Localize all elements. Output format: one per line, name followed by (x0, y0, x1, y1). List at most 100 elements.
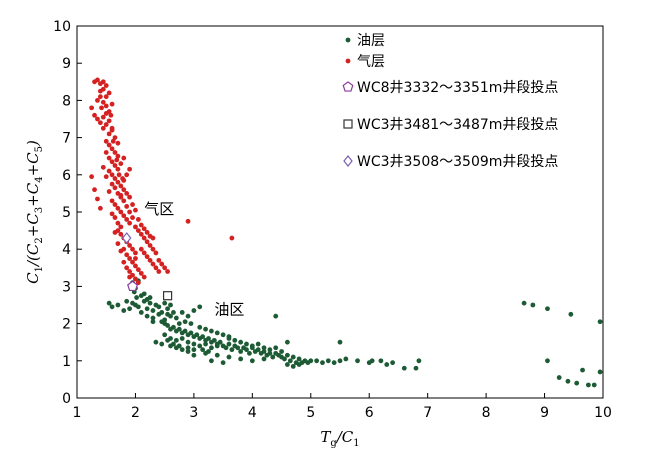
data-point (106, 118, 112, 124)
data-point (203, 326, 208, 332)
data-point (103, 174, 109, 180)
data-point (325, 358, 331, 364)
data-point (171, 310, 176, 315)
data-point (109, 172, 115, 178)
data-point (147, 295, 153, 300)
data-point (165, 306, 170, 312)
data-point (109, 211, 115, 217)
data-point (285, 362, 290, 367)
y-tick-label: 2 (62, 317, 71, 333)
data-point (130, 246, 135, 252)
legend-entry-1: 气层 (345, 54, 385, 70)
data-point (249, 343, 255, 349)
data-point (176, 326, 182, 332)
data-point (273, 345, 279, 351)
data-point (115, 140, 121, 146)
x-tick-label: 9 (540, 405, 549, 421)
data-point (285, 339, 290, 345)
data-point (545, 358, 550, 364)
data-point (214, 330, 220, 336)
x-tick-label: 2 (131, 405, 140, 421)
y-tick-label: 8 (62, 93, 71, 109)
data-point (200, 334, 206, 340)
data-point (118, 224, 124, 230)
data-point (121, 213, 127, 219)
data-point (109, 304, 115, 310)
data-point (109, 101, 115, 107)
data-point (378, 358, 384, 364)
data-point (162, 300, 168, 306)
data-point (176, 321, 182, 326)
data-point (115, 179, 121, 185)
data-point (109, 181, 115, 187)
data-point (182, 328, 188, 334)
y-tick-label: 10 (53, 19, 71, 35)
data-point (153, 250, 159, 256)
legend-label: 油层 (357, 33, 385, 49)
data-point (226, 341, 232, 347)
data-point (106, 90, 112, 96)
data-point (108, 112, 114, 118)
data-point (150, 235, 156, 241)
y-tick-label: 9 (62, 56, 71, 72)
series-4 (121, 232, 132, 245)
data-point (100, 99, 106, 105)
data-point (106, 189, 112, 194)
legend-marker (343, 155, 353, 167)
legend-marker (343, 119, 353, 129)
x-axis-ticks: 1 2 3 4 5 6 7 8 9 10 (73, 393, 612, 421)
y-tick-label: 1 (62, 354, 71, 370)
data-point (89, 105, 95, 111)
data-point (185, 313, 191, 319)
data-point (150, 246, 156, 252)
data-point (141, 226, 147, 232)
data-point (337, 358, 343, 364)
data-point (103, 111, 109, 116)
x-tick-label: 4 (248, 405, 257, 421)
data-point (118, 161, 124, 167)
data-point (127, 166, 132, 172)
data-point (267, 347, 273, 353)
data-point (103, 138, 109, 144)
data-point (162, 265, 168, 271)
data-point (209, 358, 214, 364)
data-point (229, 235, 235, 241)
data-point (118, 183, 124, 189)
data-point (168, 302, 173, 308)
data-point (115, 241, 121, 247)
data-point (545, 306, 550, 312)
data-point (124, 191, 130, 196)
data-point (133, 224, 138, 230)
data-point (135, 304, 141, 310)
data-point (282, 356, 287, 362)
data-point (103, 83, 109, 88)
data-point (597, 319, 603, 325)
data-point (121, 259, 127, 265)
x-tick-label: 1 (73, 405, 82, 421)
data-point (92, 187, 97, 193)
data-point (401, 365, 407, 371)
legend-label: WC3井3508～3509m井段投点 (357, 154, 558, 170)
data-point (127, 256, 132, 261)
data-point (147, 300, 153, 306)
x-tick-label: 6 (365, 405, 374, 421)
data-point (127, 220, 132, 226)
data-point (238, 349, 244, 354)
y-tick-label: 6 (62, 168, 71, 184)
data-point (92, 112, 97, 118)
data-point (159, 319, 165, 325)
data-point (127, 209, 132, 215)
data-point (147, 257, 153, 263)
data-point (244, 341, 249, 347)
data-point (191, 347, 197, 353)
data-point (121, 308, 127, 313)
data-point (238, 339, 244, 345)
x-tick-label: 8 (482, 405, 491, 421)
y-axis-title: C1/(C2+C3+C4+C5) (24, 140, 45, 284)
data-point (127, 274, 132, 280)
data-point (226, 334, 232, 340)
legend-marker (345, 37, 351, 43)
data-point (112, 202, 118, 207)
data-point (138, 246, 144, 252)
